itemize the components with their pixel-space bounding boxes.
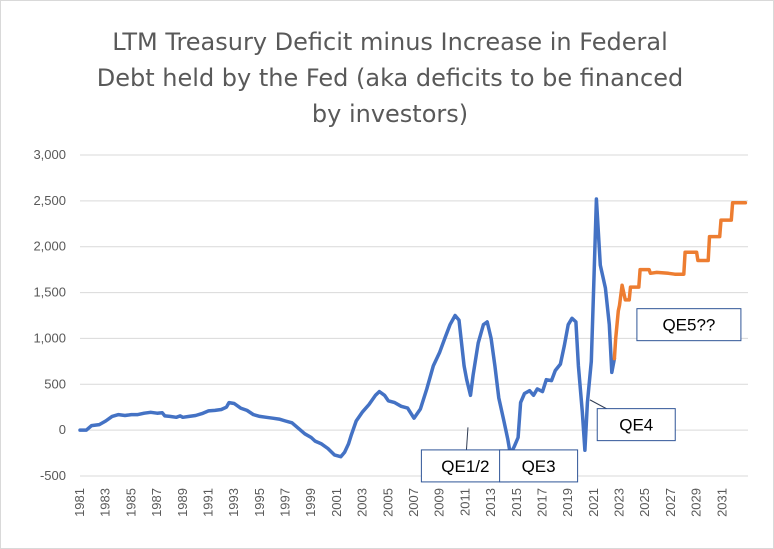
x-tick-label: 2015 bbox=[509, 488, 524, 517]
x-tick-label: 1981 bbox=[72, 488, 87, 517]
callout-qe3: QE3 bbox=[499, 449, 579, 483]
x-tick-label: 1987 bbox=[149, 488, 164, 517]
callout-box bbox=[420, 449, 510, 483]
y-tick-label: 1,000 bbox=[33, 330, 66, 345]
x-tick-label: 2005 bbox=[380, 488, 395, 517]
x-tick-label: 2027 bbox=[663, 488, 678, 517]
callout-qe4: QE4 bbox=[589, 399, 676, 442]
callout-label: QE3 bbox=[522, 457, 556, 476]
callout-label: QE1/2 bbox=[441, 457, 489, 476]
x-tick-label: 2007 bbox=[406, 488, 421, 517]
y-axis-ticks: -500 0 500 1,000 1,500 2,000 2,500 3,000 bbox=[33, 147, 66, 483]
x-tick-label: 2001 bbox=[329, 488, 344, 517]
y-tick-label: 500 bbox=[44, 376, 66, 391]
x-tick-label: 2029 bbox=[689, 488, 704, 517]
y-tick-label: 3,000 bbox=[33, 147, 66, 162]
x-tick-label: 1997 bbox=[278, 488, 293, 517]
x-tick-label: 2013 bbox=[483, 488, 498, 517]
callout-box bbox=[636, 308, 742, 342]
x-tick-label: 2021 bbox=[586, 488, 601, 517]
series-lines bbox=[78, 197, 748, 459]
callout-qe5-: QE5?? bbox=[636, 308, 742, 342]
x-tick-label: 2019 bbox=[560, 488, 575, 517]
x-tick-label: 2011 bbox=[457, 488, 472, 516]
x-tick-label: 2009 bbox=[432, 488, 447, 517]
series-line-2 bbox=[612, 200, 748, 361]
x-tick-label: 1989 bbox=[175, 488, 190, 517]
x-tick-label: 2017 bbox=[534, 488, 549, 517]
callouts: QE1/2 QE3 QE4 QE5?? bbox=[420, 308, 742, 483]
chart-title-line-3: by investors) bbox=[311, 100, 469, 128]
x-tick-label: 1985 bbox=[123, 488, 138, 517]
x-tick-label: 1991 bbox=[200, 488, 215, 517]
chart-title: LTM Treasury Deficit minus Increase in F… bbox=[60, 24, 720, 132]
callout-qe1-2: QE1/2 bbox=[420, 427, 510, 483]
chart-title-line-1: LTM Treasury Deficit minus Increase in F… bbox=[112, 28, 668, 56]
callout-box bbox=[596, 408, 676, 442]
x-tick-label: 1983 bbox=[98, 488, 113, 517]
x-axis-ticks: 1981 1983 1985 1987 1989 1991 1993 1995 1997 1999… bbox=[72, 488, 729, 517]
callout-label: QE4 bbox=[619, 416, 653, 435]
x-tick-label: 1999 bbox=[303, 488, 318, 517]
x-tick-label: 2025 bbox=[637, 488, 652, 517]
x-tick-label: 1993 bbox=[226, 488, 241, 517]
x-tick-label: 2031 bbox=[714, 488, 729, 517]
callout-label: QE5?? bbox=[662, 316, 715, 335]
x-tick-label: 2003 bbox=[355, 488, 370, 517]
series-line-1 bbox=[78, 197, 617, 459]
chart-title-line-2: Debt held by the Fed (aka deficits to be… bbox=[96, 64, 684, 92]
y-tick-label: 0 bbox=[59, 422, 66, 437]
y-tick-label: 2,000 bbox=[33, 239, 66, 254]
x-tick-label: 2023 bbox=[612, 488, 627, 517]
callout-box bbox=[499, 449, 579, 483]
x-tick-label: 1995 bbox=[252, 488, 267, 517]
gridlines bbox=[80, 154, 748, 477]
y-tick-label: 2,500 bbox=[33, 193, 66, 208]
y-tick-label: 1,500 bbox=[33, 285, 66, 300]
y-tick-label: -500 bbox=[40, 468, 66, 483]
